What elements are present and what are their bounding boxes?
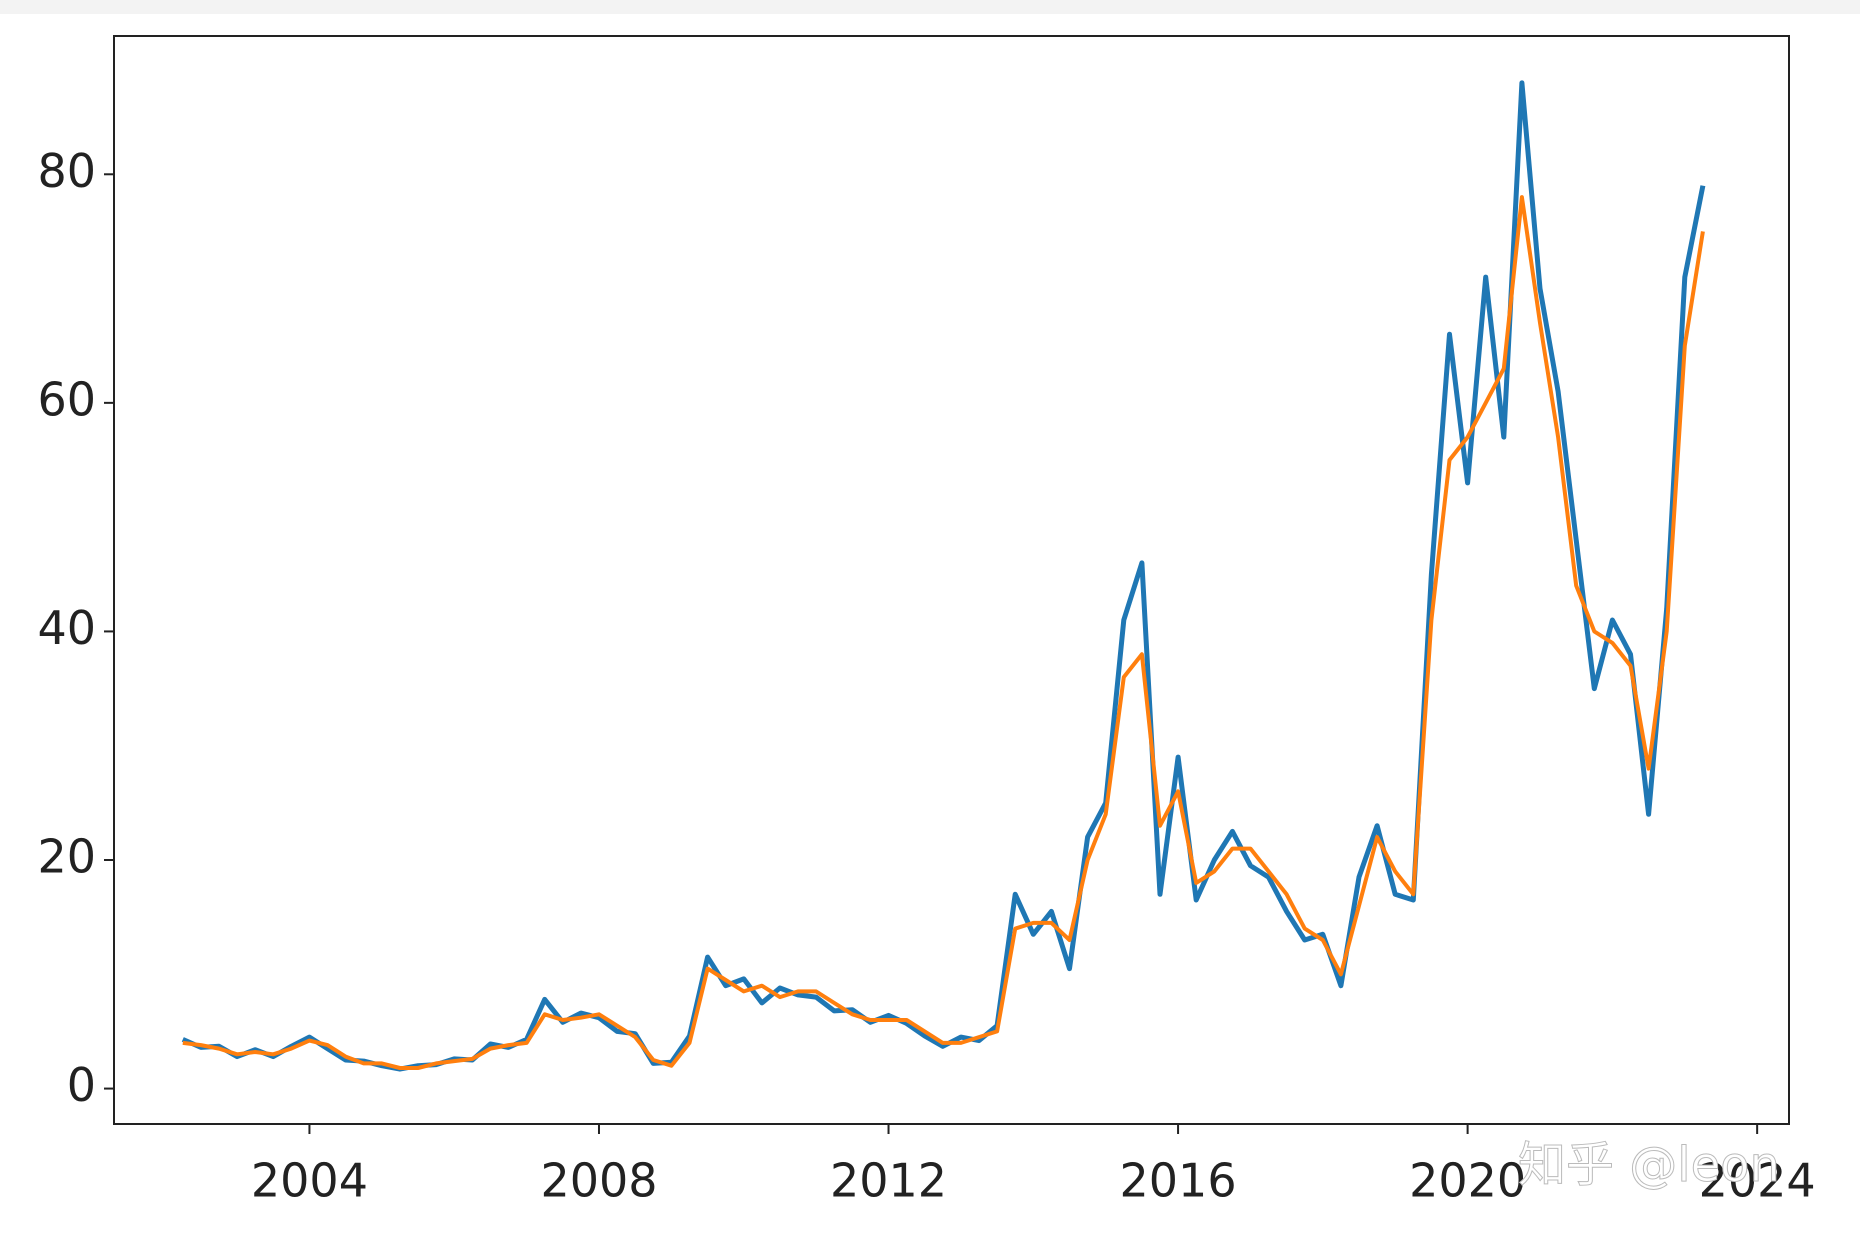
y-tick-label: 40 (37, 601, 96, 655)
x-tick-label: 2016 (1120, 1154, 1237, 1208)
y-tick-label: 20 (37, 830, 96, 884)
x-tick-label: 2004 (251, 1154, 368, 1208)
series-line (181, 80, 1706, 1072)
y-tick-label: 0 (67, 1058, 96, 1112)
watermark: 知乎 @leon (1518, 1137, 1780, 1193)
x-tick-label: 2008 (540, 1154, 657, 1208)
x-tick-label: 2024 (1699, 1154, 1816, 1208)
x-tick-label: 2020 (1409, 1154, 1526, 1208)
y-tick-label: 80 (37, 144, 96, 198)
top-strip (0, 0, 1860, 14)
series-line (182, 195, 1705, 1070)
plot-frame (113, 35, 1790, 1125)
x-tick-label: 2012 (830, 1154, 947, 1208)
y-tick-label: 60 (37, 372, 96, 426)
